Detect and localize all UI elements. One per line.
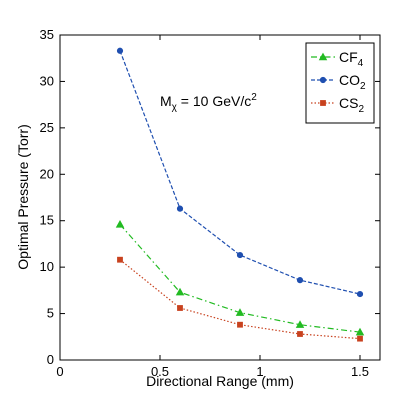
x-axis-label: Directional Range (mm) (146, 373, 294, 389)
data-point (355, 327, 365, 336)
x-tick-label: 0 (56, 364, 63, 379)
legend-entry-0: CF4 (311, 49, 364, 69)
legend-marker (318, 52, 328, 61)
data-point (236, 251, 244, 259)
legend-label-base: CS (339, 95, 358, 111)
legend-box (305, 42, 375, 124)
y-axis-label: Optimal Pressure (Torr) (15, 124, 31, 269)
annotation-text: = 10 GeV/c (177, 93, 251, 109)
series-line (119, 50, 361, 295)
data-point (297, 331, 303, 337)
axis-ticks (59, 34, 380, 361)
legend-label-sub: 2 (360, 81, 366, 92)
x-tick-label: 1 (256, 364, 263, 379)
annotation: Mχ = 10 GeV/c2 (160, 92, 257, 113)
y-tick-label: 35 (40, 27, 54, 42)
data-point (115, 219, 125, 228)
annotation-prefix: M (160, 93, 172, 109)
y-tick-label: 25 (40, 120, 54, 135)
legend-marker (319, 76, 327, 84)
data-point (296, 277, 304, 284)
legend-marker (320, 100, 326, 106)
legend-label-sub: 4 (358, 58, 364, 69)
legend-label: CF4 (339, 49, 364, 69)
data-point (237, 321, 243, 328)
plot-frame (59, 34, 381, 361)
y-tick-label: 30 (40, 73, 54, 88)
data-point (295, 320, 305, 328)
data-point (116, 47, 124, 54)
legend-entry-2: CS2 (311, 95, 364, 115)
legend-label-sub: 2 (358, 104, 364, 115)
series-line (119, 224, 361, 333)
data-point (175, 287, 185, 296)
legend-label-base: CO (339, 72, 360, 88)
legend-label: CO2 (339, 72, 366, 92)
y-tick-label: 15 (40, 213, 54, 228)
data-point (177, 305, 183, 311)
legend-entry-1: CO2 (311, 72, 366, 92)
data-point (356, 290, 364, 298)
data-point (357, 335, 363, 342)
annotation-sub: χ (172, 102, 178, 113)
legend-label: CS2 (339, 95, 364, 115)
annotation-sup: 2 (251, 92, 257, 103)
x-tick-label: 0.5 (151, 364, 169, 379)
series-1 (116, 47, 364, 298)
data-point (235, 308, 245, 316)
series-layer (115, 47, 365, 342)
series-0 (115, 219, 365, 336)
legend-label-base: CF (339, 49, 358, 65)
y-tick-label: 0 (47, 352, 54, 367)
data-point (176, 205, 184, 212)
y-tick-label: 5 (47, 306, 54, 321)
series-2 (117, 256, 363, 342)
x-tick-label: 1.5 (351, 364, 369, 379)
y-tick-label: 20 (40, 166, 54, 181)
data-point (117, 256, 123, 263)
y-tick-label: 10 (40, 259, 54, 274)
axis-tick-labels: 0 0.5 1 1.5 0 5 10 15 20 25 30 35 (40, 27, 370, 379)
